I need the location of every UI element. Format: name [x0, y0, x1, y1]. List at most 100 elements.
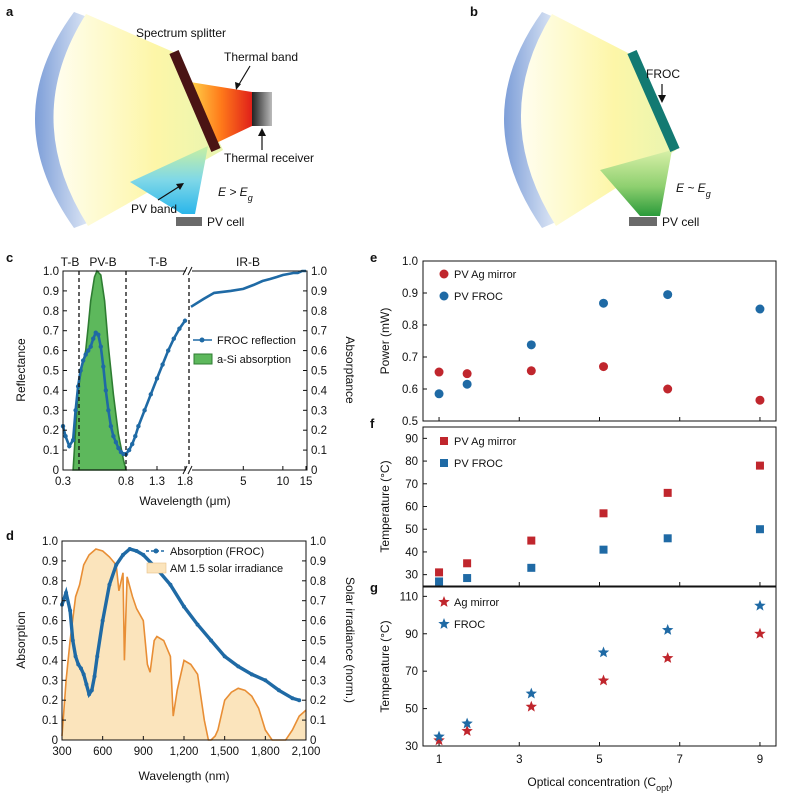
- panel-f-letter: f: [370, 416, 375, 431]
- chart-d-ytick-label-right: 1.0: [310, 536, 326, 548]
- chart-f-point: [755, 525, 764, 534]
- chart-d-ytick-label: 0: [52, 735, 58, 747]
- chart-c-ytick-label: 0.9: [43, 286, 59, 298]
- chart-c-reflection-point: [133, 433, 138, 439]
- chart-d-absorption-point: [195, 622, 200, 627]
- chart-c-reflection-point: [171, 336, 176, 341]
- chart-d-absorption-point: [121, 552, 125, 557]
- chart-g-ytick-label: 70: [405, 666, 418, 678]
- chart-d-legend-label: AM 1.5 solar irradiance: [170, 563, 283, 575]
- chart-d-absorption-point: [78, 666, 83, 671]
- chart-f-ytick-label: 60: [405, 502, 418, 514]
- chart-c-axis-break-mark: [187, 465, 193, 475]
- chart-g-legend-label: Ag mirror: [454, 597, 500, 609]
- chart-f-point: [599, 545, 608, 554]
- chart-c-legend-point-swatch: [199, 337, 205, 343]
- chart-g-legend-swatch: [438, 596, 450, 607]
- chart-d-legend-area-swatch: [146, 562, 167, 574]
- chart-c-reflection-point: [101, 364, 106, 369]
- chart-c-reflection-point: [166, 348, 171, 353]
- chart-d-absorption-point: [209, 638, 214, 643]
- panel-b-pv-beam: [600, 150, 672, 216]
- chart-c-reflection-point: [63, 433, 68, 439]
- chart-e-ytick-label: 0.9: [402, 288, 418, 300]
- chart-g-ytick-label: 110: [400, 591, 418, 603]
- chart-c-ylabel: Reflectance: [14, 338, 28, 402]
- chart-d-ytick-label-right: 0: [310, 735, 316, 747]
- chart-c-ytick-label: 0.1: [43, 445, 59, 457]
- chart-e-ytick-label: 1.0: [402, 256, 418, 268]
- chart-c-reflection-point: [80, 358, 86, 363]
- chart-f-ytick-label: 90: [405, 433, 418, 445]
- chart-c-reflection-point: [103, 388, 109, 393]
- chart-d-ytick-label: 1.0: [42, 536, 58, 548]
- chart-c-ytick-label-right: 0.4: [311, 385, 328, 397]
- chart-c-ytick-label-right: 0.1: [311, 445, 327, 457]
- chart-e-frame: [422, 260, 777, 422]
- chart-d-ytick-label: 0.3: [42, 675, 58, 687]
- chart-f-ytick-label: 70: [405, 479, 418, 491]
- chart-f-ytick-label: 30: [405, 570, 418, 582]
- chart-c-ytick-label: 0.3: [43, 405, 59, 417]
- chart-d-xtick-label: 2,100: [292, 746, 321, 758]
- chart-d-absorption-point: [68, 608, 73, 613]
- chart-f-frame: [422, 426, 777, 587]
- panel-a-mirror: [35, 12, 90, 228]
- chart-f-legend-swatch: [440, 437, 448, 445]
- chart-c-reflection-point: [106, 408, 111, 413]
- chart-c-reflection-point: [136, 424, 141, 429]
- chart-c-ylabel-right: Absorptance: [343, 336, 357, 404]
- chart-d-xtick-label: 900: [134, 746, 153, 758]
- chart-g-point: [662, 624, 674, 635]
- chart-c-reflection-point: [130, 441, 135, 447]
- chart-d-absorption-point: [141, 552, 146, 557]
- chart-g-point: [525, 687, 537, 699]
- chart-d-absorption-point: [134, 548, 139, 553]
- chart-c-xtick-label: 10: [276, 476, 289, 488]
- panel-b-pv-cell: [629, 217, 657, 226]
- chart-d-ytick-label: 0.2: [42, 695, 58, 707]
- chart-g-point: [754, 627, 766, 639]
- chart-d-ytick-label-right: 0.1: [310, 715, 326, 727]
- chart-c-reflection-point: [91, 336, 96, 341]
- chart-d-absorption-point: [276, 688, 281, 693]
- chart-e-legend-label: PV Ag mirror: [454, 269, 517, 281]
- chart-f-point: [435, 577, 444, 586]
- chart-c-ytick-label: 0.5: [43, 366, 59, 378]
- chart-e-point: [663, 384, 673, 394]
- chart-d-absorption-point: [95, 654, 100, 659]
- panel-a-thermal-band-arrowhead: [235, 82, 241, 90]
- chart-g-xtick-label: 9: [757, 754, 763, 766]
- chart-c-reflection-point: [96, 332, 101, 337]
- chart-c-ytick-label-right: 0.8: [311, 306, 327, 318]
- chart-g-xtick-label: 1: [436, 754, 442, 766]
- chart-e-legend-label: PV FROC: [454, 291, 503, 303]
- panel-g-letter: g: [370, 580, 378, 595]
- chart-c-reflection-point: [182, 318, 188, 323]
- chart-c-reflection-point: [160, 362, 165, 367]
- panel-a-condition: E > Eg: [218, 185, 253, 203]
- chart-d-absorption-point: [168, 582, 173, 587]
- chart-c-xtick-label: 1.3: [149, 476, 165, 488]
- chart-c-ytick-label-right: 0.2: [311, 425, 327, 437]
- panel-b-pv-cell-label: PV cell: [662, 215, 699, 229]
- chart-e-point: [599, 362, 609, 372]
- chart-d-absorption-point: [290, 696, 295, 701]
- chart-d-ytick-label: 0.4: [42, 655, 59, 667]
- panel-a-thermal-band-arrow: [237, 65, 251, 87]
- chart-g-xtick-label: 7: [677, 754, 683, 766]
- chart-g-xtick-label: 3: [516, 754, 522, 766]
- chart-d-ytick-label-right: 0.9: [310, 556, 326, 568]
- panel-a: a Spectrum splitter Thermal band Thermal…: [6, 4, 314, 229]
- chart-e-point: [526, 366, 536, 376]
- chart-d-xtick-label: 600: [93, 746, 112, 758]
- panel-b-froc-reflector: [627, 49, 680, 153]
- panel-a-spectrum-splitter: [169, 50, 221, 152]
- chart-e-legend-swatch: [439, 291, 449, 301]
- chart-c-ytick-label: 0.8: [43, 306, 59, 318]
- chart-c-ytick-label: 0.4: [43, 385, 60, 397]
- chart-d-ylabel: Absorption: [14, 611, 28, 668]
- chart-g-point: [461, 725, 473, 736]
- chart-g-point: [597, 646, 610, 658]
